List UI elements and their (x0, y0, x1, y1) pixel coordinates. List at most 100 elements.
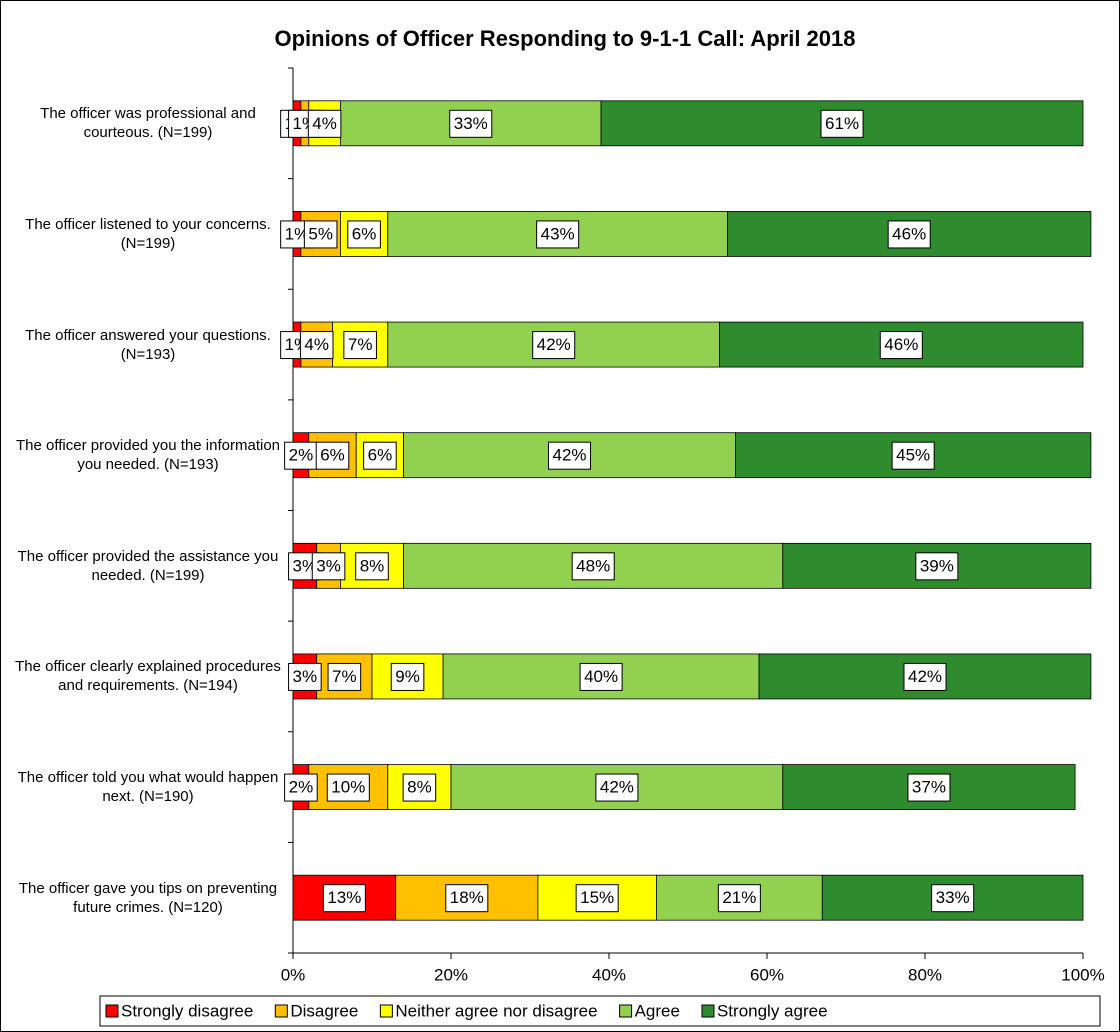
data-label: 1% (285, 224, 310, 243)
data-label: 42% (552, 446, 586, 465)
data-label: 45% (896, 446, 930, 465)
legend-swatch (105, 1004, 119, 1018)
data-label-box (891, 441, 935, 470)
legend-label: Disagree (290, 1001, 358, 1020)
data-label-box (532, 331, 576, 360)
category-label: The officer gave you tips on preventing … (18, 879, 278, 916)
data-label: 21% (722, 888, 756, 907)
data-label-box (311, 552, 346, 581)
legend-label: Strongly disagree (121, 1001, 253, 1020)
data-label: 8% (360, 556, 385, 575)
data-label-box (931, 884, 975, 913)
data-label-box (307, 109, 342, 138)
data-label: 4% (304, 335, 329, 354)
data-label: 61% (825, 114, 859, 133)
data-label-box (284, 773, 318, 802)
data-label: 3% (316, 556, 341, 575)
data-label-box (322, 884, 366, 913)
category-label: The officer provided you the information… (15, 437, 281, 474)
legend-label: Neither agree nor disagree (395, 1001, 597, 1020)
data-label-box (355, 552, 389, 581)
data-label: 18% (450, 888, 484, 907)
chart-title: Opinions of Officer Responding to 9-1-1 … (274, 26, 855, 51)
data-label: 33% (936, 888, 970, 907)
data-label: 42% (908, 667, 942, 686)
data-label-box (402, 773, 437, 802)
data-label: 8% (407, 778, 432, 797)
category-label: The officer clearly explained procedures… (15, 658, 281, 695)
data-label: 3% (293, 667, 318, 686)
data-label-box (915, 552, 959, 581)
data-label: 7% (348, 335, 373, 354)
legend-label: Agree (635, 1001, 680, 1020)
data-label-box (879, 331, 923, 360)
data-label: 6% (368, 446, 393, 465)
data-label: 2% (289, 778, 314, 797)
data-label-box (571, 552, 615, 581)
legend-swatch (274, 1004, 288, 1018)
data-label-box (315, 441, 350, 470)
category-label: The officer told you what would happen n… (17, 769, 279, 806)
data-label: 2% (289, 446, 314, 465)
data-label-box (326, 773, 370, 802)
legend-box (99, 995, 1101, 1027)
data-label: 4% (312, 114, 337, 133)
category-label: The officer answered your questions. (N=… (25, 326, 271, 363)
data-label-box (363, 441, 397, 470)
data-label-box (449, 109, 493, 138)
data-label: 43% (541, 224, 575, 243)
data-label-box (284, 441, 318, 470)
data-label-box (579, 662, 623, 691)
data-label: 33% (454, 114, 488, 133)
data-label: 39% (920, 556, 954, 575)
data-label: 5% (308, 224, 333, 243)
legend-swatch (379, 1004, 393, 1018)
legend-swatch (619, 1004, 633, 1018)
data-label-box (299, 331, 334, 360)
data-label: 15% (580, 888, 614, 907)
legend-swatch (701, 1004, 715, 1018)
data-label-box (327, 662, 362, 691)
data-label-box (303, 220, 338, 249)
data-label-box (717, 884, 761, 913)
data-label-box (820, 109, 864, 138)
data-label-box (575, 884, 619, 913)
x-tick-label: 100% (1061, 965, 1104, 984)
data-label-box (390, 662, 425, 691)
category-label: The officer was professional and courteo… (40, 105, 256, 142)
data-label-box (547, 441, 592, 470)
data-label-box (343, 331, 377, 360)
data-label: 6% (320, 446, 345, 465)
x-tick-label: 60% (750, 965, 784, 984)
data-label: 42% (600, 778, 634, 797)
data-label: 37% (912, 778, 946, 797)
data-label-box (903, 662, 947, 691)
data-label-box (445, 884, 489, 913)
data-label-box (536, 220, 580, 249)
data-label: 40% (584, 667, 618, 686)
data-label: 7% (332, 667, 357, 686)
data-label-box (595, 773, 639, 802)
x-tick-label: 40% (592, 965, 626, 984)
data-label: 10% (331, 778, 365, 797)
data-label: 6% (352, 224, 377, 243)
data-label-box (907, 773, 951, 802)
x-tick-label: 0% (281, 965, 306, 984)
data-label: 3% (293, 556, 318, 575)
category-label: The officer provided the assistance you … (17, 547, 279, 584)
data-label: 9% (395, 667, 420, 686)
data-label: 13% (327, 888, 361, 907)
x-tick-label: 20% (434, 965, 468, 984)
data-label: 48% (576, 556, 610, 575)
x-tick-label: 80% (908, 965, 942, 984)
data-label-box (887, 220, 931, 249)
data-label: 42% (537, 335, 571, 354)
category-label: The officer listened to your concerns. (… (25, 215, 271, 252)
data-label-box (288, 662, 322, 691)
data-label: 46% (892, 224, 926, 243)
data-label: 46% (884, 335, 918, 354)
legend-label: Strongly agree (717, 1001, 828, 1020)
